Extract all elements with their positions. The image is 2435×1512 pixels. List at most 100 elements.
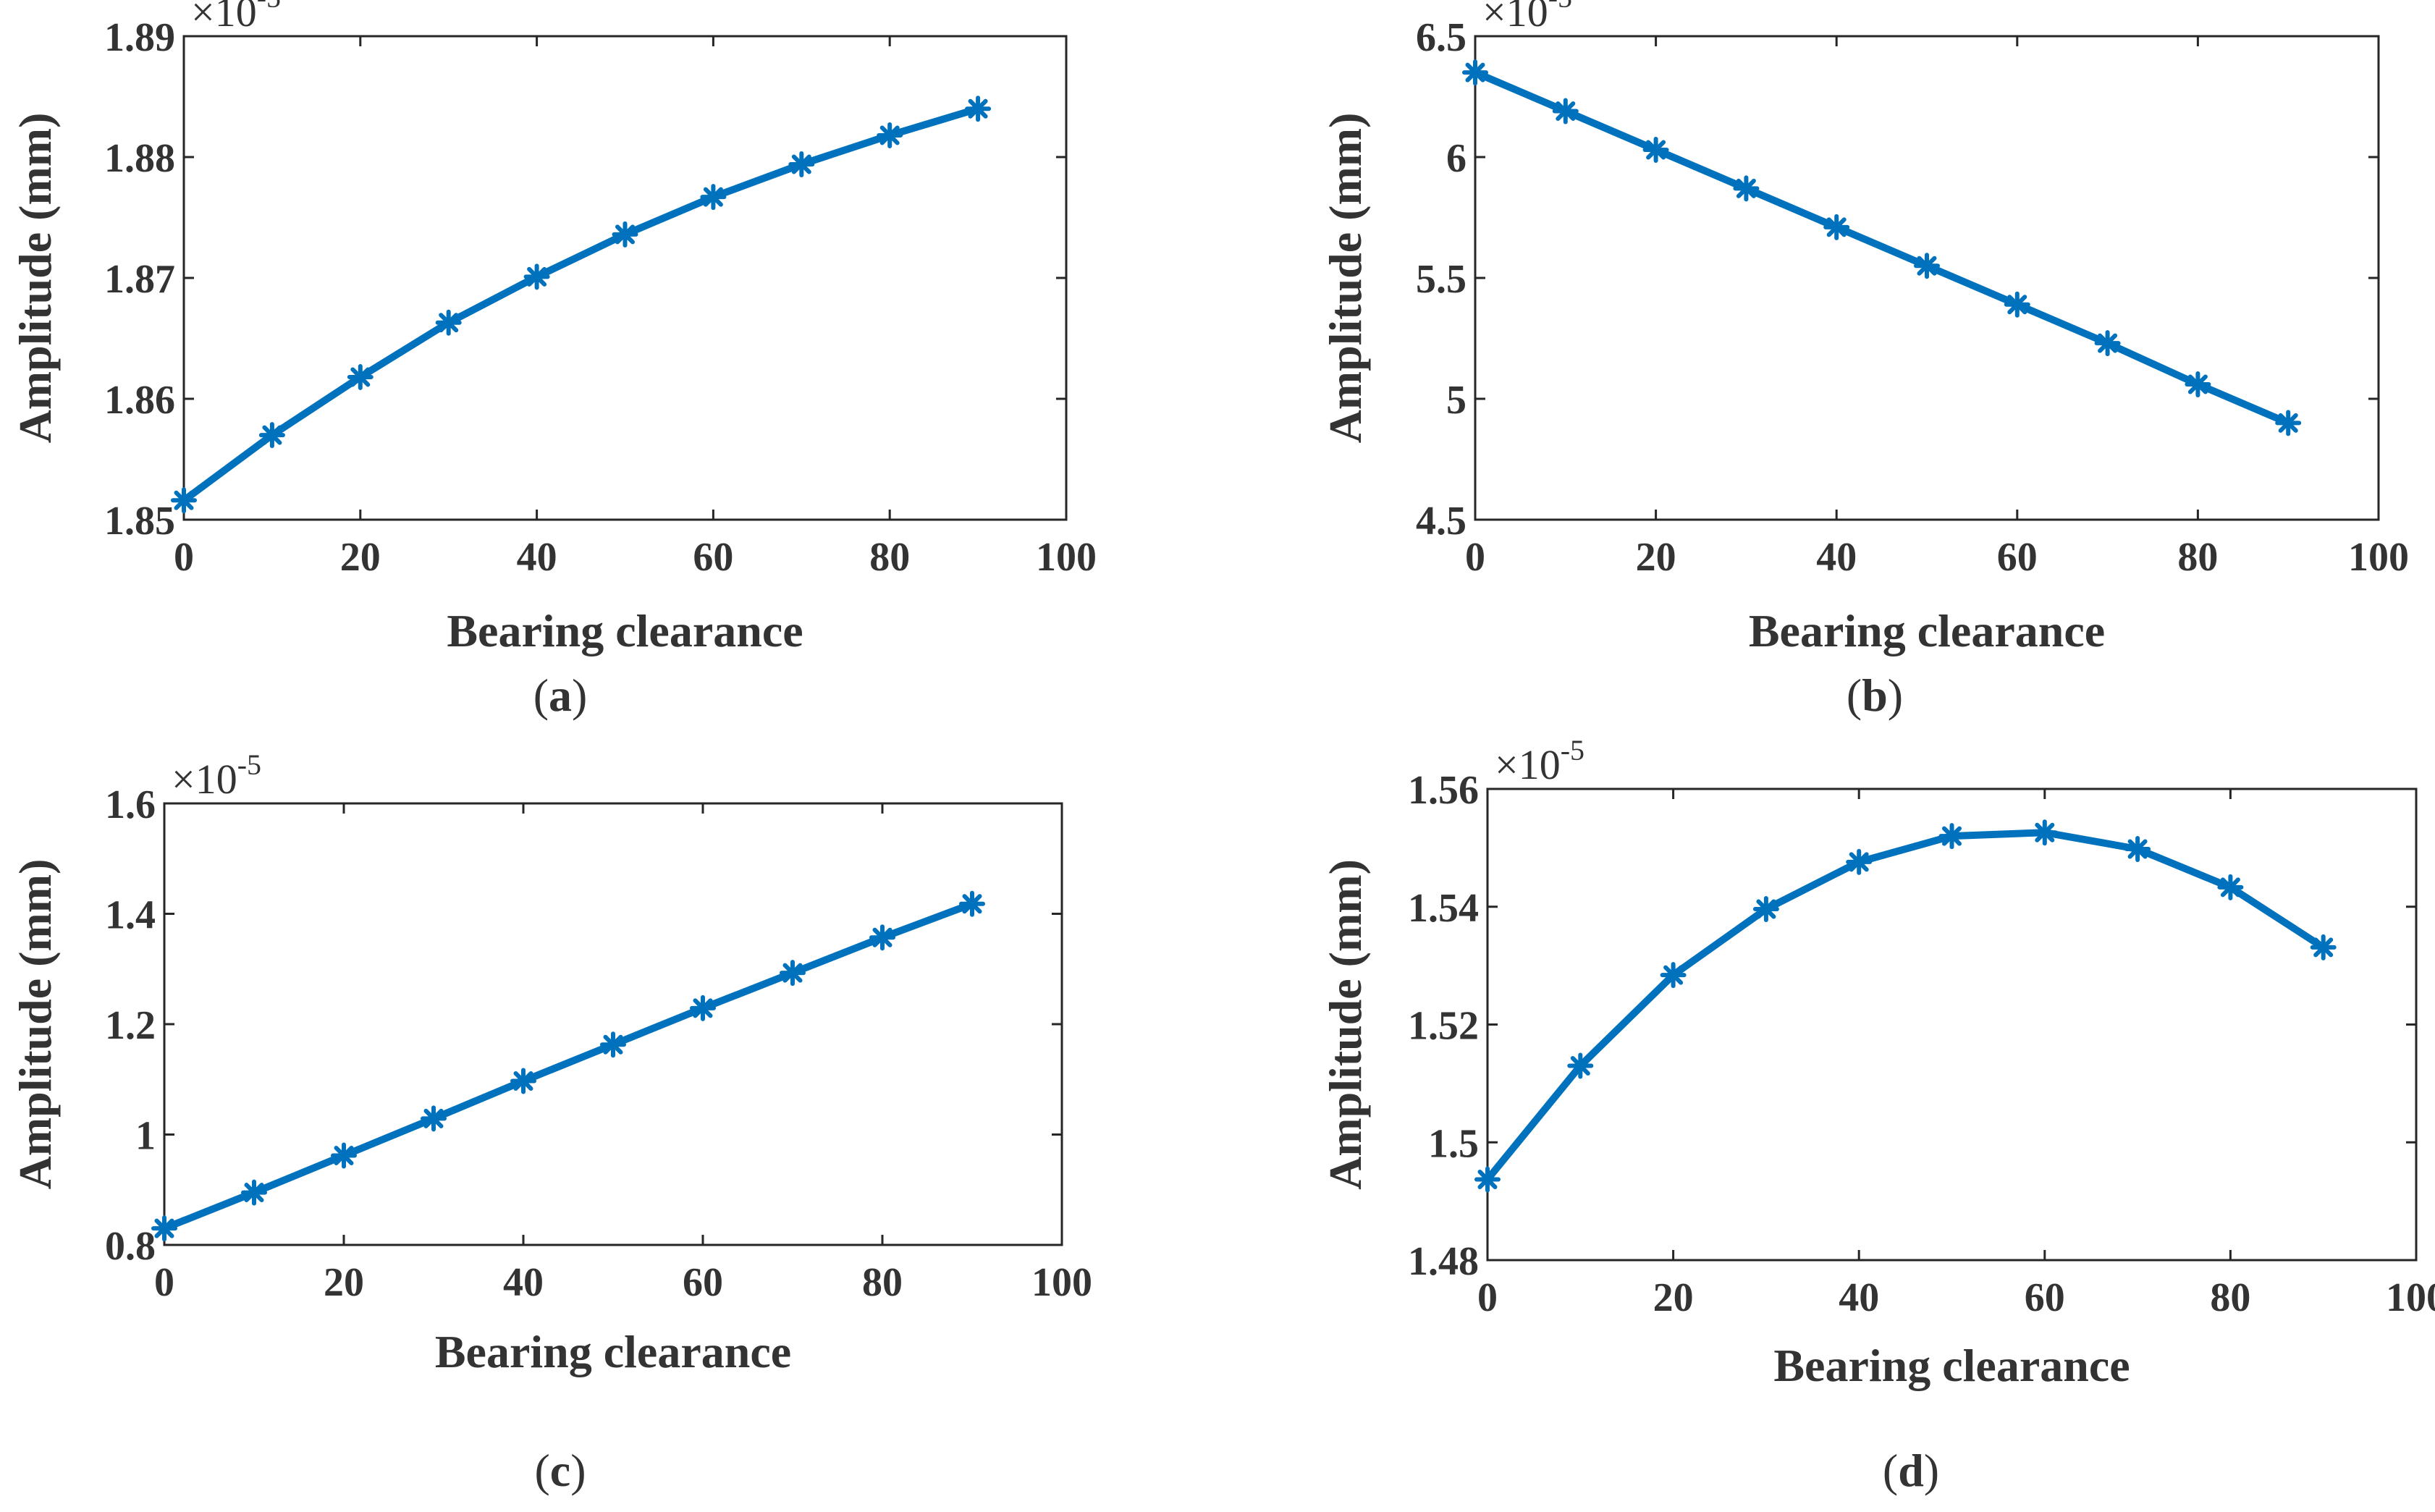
x-tick-label: 100 — [1031, 1260, 1092, 1305]
panel-caption: (b) — [1847, 670, 1903, 721]
data-point — [241, 1179, 267, 1206]
y-tick-label: 1.56 — [1408, 768, 1479, 813]
data-point — [1733, 175, 1760, 202]
x-tick-label: 40 — [503, 1260, 544, 1305]
x-tick-label: 80 — [2210, 1275, 2250, 1320]
x-tick-label: 80 — [869, 535, 910, 580]
panel-d: 0 20 40 60 80 100 1.48 1.5 1.52 1.54 1.56 ×10-5 Bear… — [1320, 734, 2435, 1496]
y-axis-label: Amplitude (mm) — [9, 859, 61, 1190]
data-point — [2094, 330, 2121, 357]
x-tick-label: 0 — [154, 1260, 174, 1305]
data-point — [1642, 136, 1669, 163]
data-point — [1660, 962, 1687, 989]
x-axis-label: Bearing clearance — [1749, 605, 2105, 656]
data-point — [959, 890, 985, 917]
y-tick-label: 1.89 — [104, 15, 175, 60]
y-tick-label: 1.2 — [105, 1003, 156, 1048]
y-tick-label: 5.5 — [1416, 257, 1467, 302]
data-point — [700, 184, 727, 211]
data-point — [331, 1142, 357, 1169]
x-tick-label: 20 — [340, 535, 381, 580]
data-point — [1846, 848, 1873, 875]
data-point — [1914, 253, 1940, 279]
x-tick-label: 100 — [2386, 1275, 2435, 1320]
panel-caption: (a) — [533, 670, 588, 721]
y-tick-label: 1.48 — [1408, 1239, 1479, 1284]
data-point — [151, 1215, 177, 1242]
x-axis-label: Bearing clearance — [1773, 1340, 2130, 1391]
x-tick-label: 20 — [1636, 535, 1676, 580]
y-tick-label: 6.5 — [1416, 15, 1467, 60]
data-point — [1938, 823, 1965, 850]
x-tick-label: 60 — [693, 535, 733, 580]
x-tick-label: 60 — [1997, 535, 2038, 580]
data-point — [690, 994, 716, 1021]
y-multiplier-label: ×10-5 — [1482, 0, 1572, 35]
series-line — [1472, 69, 2292, 427]
data-point — [1552, 98, 1579, 124]
y-tick-label: 4.5 — [1416, 499, 1467, 544]
x-tick-label: 0 — [1477, 1275, 1498, 1320]
x-axis-label: Bearing clearance — [447, 605, 803, 656]
x-tick-label: 60 — [2025, 1275, 2065, 1320]
x-tick-label: 60 — [683, 1260, 723, 1305]
x-tick-label: 20 — [1653, 1275, 1694, 1320]
x-tick-label: 100 — [2348, 535, 2409, 580]
data-point — [435, 309, 462, 336]
x-tick-label: 80 — [862, 1260, 903, 1305]
panel-caption: (d) — [1883, 1445, 1939, 1496]
data-point — [171, 487, 197, 514]
y-multiplier-label: ×10-5 — [172, 748, 261, 803]
data-point — [421, 1105, 447, 1132]
data-point — [612, 221, 638, 248]
x-tick-label: 40 — [1816, 535, 1857, 580]
y-tick-label: 1.6 — [105, 782, 156, 827]
data-point — [258, 422, 285, 449]
y-axis-label: Amplitude (mm) — [1320, 113, 1371, 444]
data-point — [347, 363, 374, 390]
y-tick-label: 1 — [135, 1114, 156, 1159]
data-point — [877, 122, 903, 148]
data-point — [2310, 934, 2337, 960]
data-point — [600, 1031, 626, 1058]
data-point — [1462, 59, 1488, 86]
data-point — [1474, 1166, 1501, 1193]
y-tick-label: 6 — [1446, 136, 1467, 181]
data-point — [2004, 291, 2030, 318]
data-point — [788, 151, 815, 178]
x-axis-label: Bearing clearance — [435, 1326, 791, 1377]
x-tick-label: 100 — [1036, 535, 1097, 580]
x-tick-label: 20 — [324, 1260, 364, 1305]
data-point — [1752, 896, 1779, 923]
data-point — [2275, 410, 2302, 436]
data-point — [1567, 1052, 1594, 1079]
series-line — [161, 900, 976, 1233]
y-tick-label: 1.4 — [105, 893, 156, 938]
y-tick-label: 1.85 — [104, 499, 175, 544]
x-tick-label: 40 — [517, 535, 557, 580]
y-multiplier-label: ×10-5 — [1495, 734, 1584, 788]
y-tick-label: 1.54 — [1408, 886, 1479, 931]
data-point — [2124, 836, 2151, 863]
data-point — [2031, 819, 2058, 846]
data-point — [965, 96, 992, 122]
data-point — [523, 263, 550, 290]
series-line — [180, 105, 982, 504]
panel-caption: (c) — [534, 1445, 586, 1496]
y-tick-label: 1.5 — [1428, 1121, 1479, 1166]
panel-b: 0 20 40 60 80 100 4.5 5 5.5 6 6.5 ×10-5 Bearing clea… — [1320, 0, 2409, 721]
y-axis-label: Amplitude (mm) — [9, 113, 61, 444]
y-tick-label: 1.86 — [104, 378, 175, 423]
data-point — [780, 960, 806, 987]
y-tick-label: 1.87 — [104, 257, 175, 302]
y-tick-label: 5 — [1446, 378, 1467, 423]
data-point — [2185, 371, 2211, 397]
data-point — [1823, 214, 1850, 240]
y-tick-label: 1.88 — [104, 136, 175, 181]
x-tick-label: 80 — [2177, 535, 2218, 580]
y-tick-label: 0.8 — [105, 1224, 156, 1269]
x-tick-label: 0 — [1465, 535, 1485, 580]
y-tick-label: 1.52 — [1408, 1004, 1479, 1049]
y-multiplier-label: ×10-5 — [191, 0, 281, 35]
